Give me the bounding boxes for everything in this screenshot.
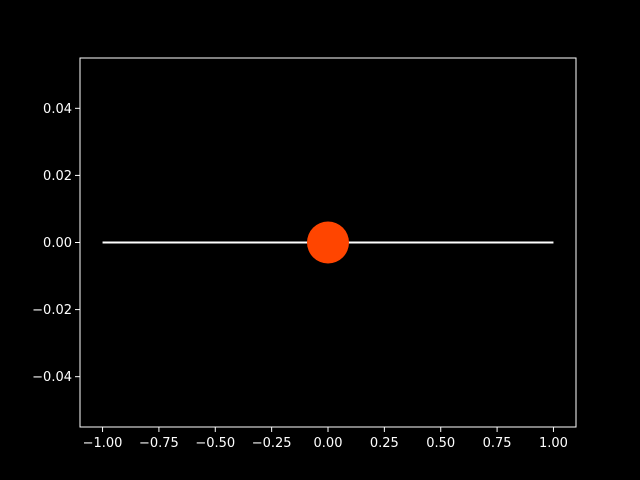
plot-frame (79, 57, 577, 428)
x-tick-label: 0.25 (370, 436, 399, 451)
series-layer (102, 221, 554, 264)
x-axis-ticks: −1.00 −0.75 −0.50 −0.25 0.00 0.25 0.50 0.75 1.00 (83, 427, 568, 451)
y-tick-label: −0.02 (32, 303, 72, 318)
x-tick-label: 0.50 (426, 436, 455, 451)
x-tick-label: 0.00 (314, 436, 343, 451)
y-axis-ticks: −0.04 −0.02 0.00 0.02 0.04 (32, 102, 80, 385)
x-tick-label: −0.75 (139, 436, 179, 451)
y-tick-label: 0.04 (43, 102, 72, 117)
x-tick-label: −0.50 (195, 436, 235, 451)
y-tick-label: 0.02 (43, 169, 72, 184)
x-tick-label: 1.00 (539, 436, 568, 451)
scatter-point (307, 221, 349, 264)
x-tick-label: −0.25 (252, 436, 292, 451)
x-tick-label: −1.00 (83, 436, 123, 451)
y-tick-label: 0.00 (43, 236, 72, 251)
x-tick-label: 0.75 (483, 436, 512, 451)
y-tick-label: −0.04 (32, 370, 72, 385)
